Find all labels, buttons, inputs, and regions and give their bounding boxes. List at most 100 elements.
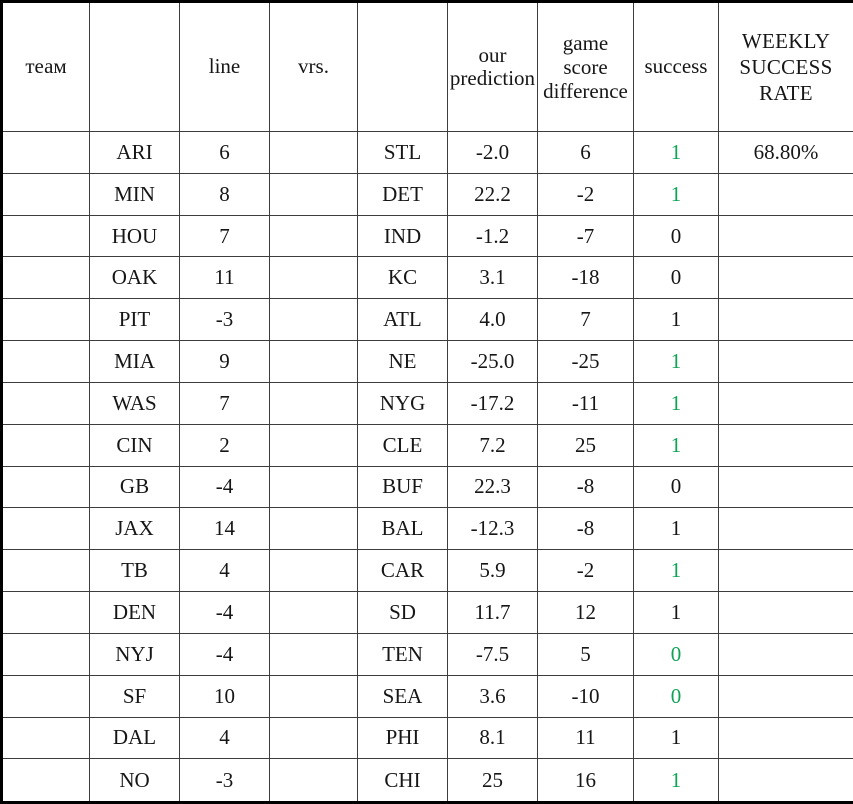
vrs-cell [269, 758, 358, 803]
team-abbr-cell: TB [89, 549, 180, 593]
opponent-cell: DET [357, 172, 448, 216]
header-opponent [357, 1, 448, 132]
opponent-cell: SEA [357, 674, 448, 718]
score-diff-cell: 5 [537, 632, 634, 676]
empty-team-cell [1, 591, 90, 634]
opponent-cell: ATL [357, 298, 448, 342]
team-abbr-cell: OAK [89, 256, 180, 300]
table-row: MIN 8 DET 22.2 -2 1 [1, 172, 853, 216]
weekly-rate-cell [718, 256, 853, 300]
score-diff-cell: 6 [537, 130, 634, 174]
table-row: HOU 7 IND -1.2 -7 0 [1, 214, 853, 258]
opponent-cell: KC [357, 256, 448, 300]
team-abbr-cell: HOU [89, 214, 180, 258]
team-abbr-cell: DAL [89, 716, 180, 760]
score-diff-cell: -8 [537, 507, 634, 551]
vrs-cell [269, 340, 358, 383]
opponent-cell: TEN [357, 632, 448, 676]
weekly-rate-cell [718, 632, 853, 676]
prediction-cell: 25 [447, 758, 538, 803]
opponent-cell: CAR [357, 549, 448, 593]
header-success: success [633, 1, 719, 132]
line-cell: 4 [179, 549, 270, 593]
opponent-cell: CLE [357, 423, 448, 467]
team-abbr-cell: WAS [89, 381, 180, 425]
table-row: ARI 6 STL -2.0 6 1 68.80% [1, 130, 853, 174]
vrs-cell [269, 591, 358, 634]
empty-team-cell [1, 716, 90, 760]
line-cell: -4 [179, 465, 270, 509]
line-cell: 4 [179, 716, 270, 760]
success-cell: 1 [633, 172, 719, 216]
weekly-rate-cell [718, 214, 853, 258]
team-abbr-cell: ARI [89, 130, 180, 174]
success-cell: 1 [633, 298, 719, 342]
team-abbr-cell: JAX [89, 507, 180, 551]
table-row: PIT -3 ATL 4.0 7 1 [1, 298, 853, 342]
table-row: CIN 2 CLE 7.2 25 1 [1, 423, 853, 467]
team-abbr-cell: NO [89, 758, 180, 803]
line-cell: 14 [179, 507, 270, 551]
vrs-cell [269, 130, 358, 174]
line-cell: -4 [179, 632, 270, 676]
weekly-rate-cell [718, 674, 853, 718]
weekly-rate-cell [718, 423, 853, 467]
vrs-cell [269, 465, 358, 509]
team-abbr-cell: PIT [89, 298, 180, 342]
weekly-rate-cell [718, 758, 853, 803]
team-abbr-cell: CIN [89, 423, 180, 467]
vrs-cell [269, 716, 358, 760]
empty-team-cell [1, 298, 90, 342]
score-diff-cell: 16 [537, 758, 634, 803]
weekly-rate-cell [718, 507, 853, 551]
score-diff-cell: -7 [537, 214, 634, 258]
weekly-rate-cell [718, 298, 853, 342]
line-cell: 2 [179, 423, 270, 467]
line-cell: 8 [179, 172, 270, 216]
empty-team-cell [1, 423, 90, 467]
team-abbr-cell: NYJ [89, 632, 180, 676]
success-cell: 1 [633, 423, 719, 467]
prediction-cell: -17.2 [447, 381, 538, 425]
success-cell: 1 [633, 716, 719, 760]
empty-team-cell [1, 256, 90, 300]
team-abbr-cell: MIN [89, 172, 180, 216]
success-cell: 0 [633, 256, 719, 300]
prediction-cell: 4.0 [447, 298, 538, 342]
success-cell: 0 [633, 214, 719, 258]
opponent-cell: CHI [357, 758, 448, 803]
vrs-cell [269, 674, 358, 718]
score-diff-cell: -2 [537, 172, 634, 216]
vrs-cell [269, 507, 358, 551]
prediction-cell: 3.6 [447, 674, 538, 718]
team-abbr-cell: MIA [89, 340, 180, 383]
vrs-cell [269, 381, 358, 425]
line-cell: 7 [179, 381, 270, 425]
opponent-cell: PHI [357, 716, 448, 760]
weekly-rate-cell [718, 591, 853, 634]
score-diff-cell: -11 [537, 381, 634, 425]
empty-team-cell [1, 381, 90, 425]
success-cell: 0 [633, 465, 719, 509]
header-weekly-rate: WEEKLY SUCCESS RATE [718, 1, 853, 132]
score-diff-cell: -25 [537, 340, 634, 383]
vrs-cell [269, 214, 358, 258]
score-diff-cell: -18 [537, 256, 634, 300]
vrs-cell [269, 423, 358, 467]
score-diff-cell: 12 [537, 591, 634, 634]
prediction-cell: -1.2 [447, 214, 538, 258]
success-cell: 1 [633, 340, 719, 383]
empty-team-cell [1, 130, 90, 174]
weekly-rate-cell [718, 465, 853, 509]
weekly-rate-cell [718, 340, 853, 383]
weekly-rate-cell [718, 381, 853, 425]
opponent-cell: BAL [357, 507, 448, 551]
line-cell: -3 [179, 298, 270, 342]
table-row: WAS 7 NYG -17.2 -11 1 [1, 381, 853, 425]
header-row: теам line vrs. our prediction game score… [1, 1, 853, 132]
score-diff-cell: -8 [537, 465, 634, 509]
score-diff-cell: -2 [537, 549, 634, 593]
prediction-cell: -7.5 [447, 632, 538, 676]
table-row: TB 4 CAR 5.9 -2 1 [1, 549, 853, 593]
table-row: NO -3 CHI 25 16 1 [1, 758, 853, 803]
